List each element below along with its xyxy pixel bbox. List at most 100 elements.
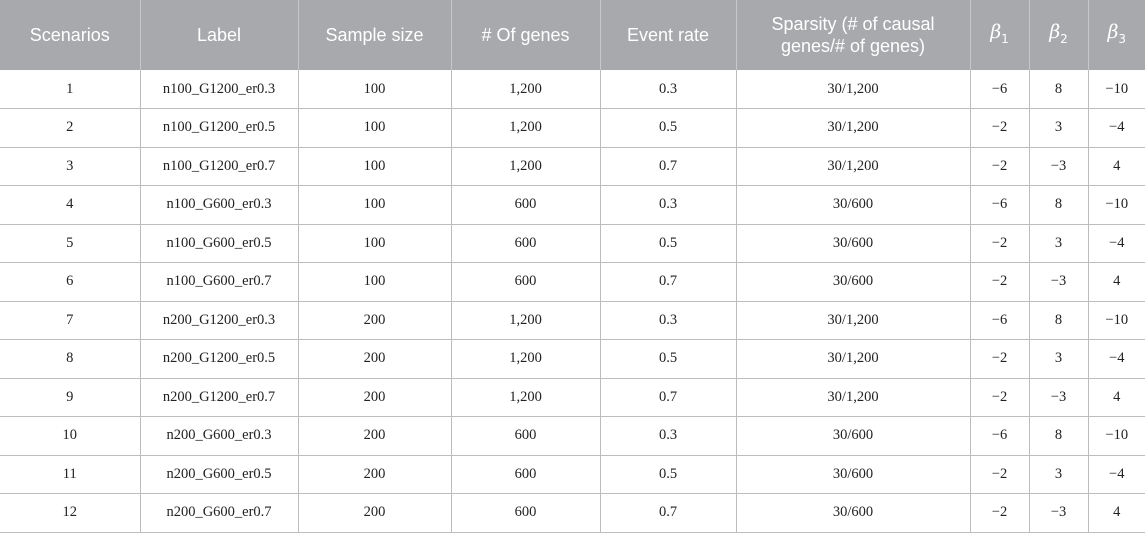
beta1-symbol: β (990, 20, 1002, 43)
table-row: 2 n100_G1200_er0.5 100 1,200 0.5 30/1,200 −2 3−… (0, 108, 1145, 148)
cell-num-genes: 1,200 (450, 339, 600, 379)
cell-scenario: 7 (0, 301, 140, 340)
cell-num-genes: 600 (450, 493, 600, 533)
cell-sample-size: 200 (297, 493, 451, 533)
cell-beta2: 3 (1028, 339, 1088, 379)
cell-sparsity: 30/1,200 (735, 339, 970, 379)
cell-scenario: 3 (0, 147, 140, 186)
cell-event-rate: 0.3 (599, 301, 736, 340)
header-beta3: β3 (1087, 0, 1145, 70)
cell-scenario: 10 (0, 416, 140, 456)
cell-beta1: −6 (969, 301, 1029, 340)
table-row: 9 n200_G1200_er0.7 200 1,200 0.7 30/1,200 −2 −3… (0, 378, 1145, 417)
cell-beta3: 4 (1087, 493, 1145, 533)
table-header: Scenarios Label Sample size # Of genes E… (0, 0, 1145, 70)
header-beta1: β1 (969, 0, 1029, 70)
cell-sample-size: 200 (297, 455, 451, 494)
cell-beta3: −10 (1087, 185, 1145, 225)
cell-label: n200_G1200_er0.7 (139, 378, 298, 417)
header-num-genes: # Of genes (450, 0, 600, 70)
cell-scenario: 11 (0, 455, 140, 494)
cell-event-rate: 0.5 (599, 339, 736, 379)
table-row: 1 n100_G1200_er0.3 100 1,200 0.3 30/1,200 −6 8−… (0, 70, 1145, 109)
header-beta2: β2 (1028, 0, 1088, 70)
cell-sample-size: 100 (297, 70, 451, 109)
cell-sparsity: 30/1,200 (735, 70, 970, 109)
cell-sparsity: 30/600 (735, 455, 970, 494)
cell-beta3: 4 (1087, 378, 1145, 417)
cell-sparsity: 30/600 (735, 185, 970, 225)
cell-beta1: −2 (969, 493, 1029, 533)
table-row: 10 n200_G600_er0.3 200 600 0.3 30/600 −6 8 −10 (0, 416, 1145, 456)
header-row: Scenarios Label Sample size # Of genes E… (0, 0, 1145, 70)
cell-beta1: −2 (969, 108, 1029, 148)
cell-beta3: 4 (1087, 147, 1145, 186)
table-row: 12 n200_G600_er0.7 200 600 0.7 30/600 −2 −3 4 (0, 493, 1145, 533)
cell-num-genes: 1,200 (450, 147, 600, 186)
table-row: 3 n100_G1200_er0.7 100 1,200 0.7 30/1,200 −2 −3… (0, 147, 1145, 186)
beta2-subscript: 2 (1060, 31, 1068, 46)
cell-num-genes: 600 (450, 224, 600, 263)
cell-sparsity: 30/600 (735, 224, 970, 263)
table-row: 11 n200_G600_er0.5 200 600 0.5 30/600 −2 3 −4 (0, 455, 1145, 494)
cell-num-genes: 1,200 (450, 70, 600, 109)
cell-sparsity: 30/600 (735, 493, 970, 533)
cell-sample-size: 100 (297, 108, 451, 148)
cell-scenario: 8 (0, 339, 140, 379)
table-row: 5 n100_G600_er0.5 100 600 0.5 30/600 −2 3 −4 (0, 224, 1145, 263)
cell-sample-size: 200 (297, 416, 451, 456)
cell-beta1: −2 (969, 262, 1029, 302)
beta3-subscript: 3 (1118, 31, 1127, 46)
cell-beta1: −6 (969, 185, 1029, 225)
cell-beta2: 8 (1028, 301, 1088, 340)
cell-event-rate: 0.3 (599, 185, 736, 225)
cell-beta1: −2 (969, 378, 1029, 417)
cell-beta2: −3 (1028, 147, 1088, 186)
table-row: 4 n100_G600_er0.3 100 600 0.3 30/600 −6 8 −10 (0, 185, 1145, 225)
cell-event-rate: 0.3 (599, 70, 736, 109)
cell-label: n100_G1200_er0.7 (139, 147, 298, 186)
cell-label: n200_G600_er0.3 (139, 416, 298, 456)
cell-beta2: −3 (1028, 493, 1088, 533)
cell-beta2: 3 (1028, 224, 1088, 263)
cell-event-rate: 0.7 (599, 262, 736, 302)
header-label: Label (139, 0, 298, 70)
header-sample-size: Sample size (297, 0, 451, 70)
cell-num-genes: 600 (450, 416, 600, 456)
cell-num-genes: 600 (450, 455, 600, 494)
cell-label: n200_G600_er0.7 (139, 493, 298, 533)
cell-beta3: −4 (1087, 455, 1145, 494)
cell-label: n100_G600_er0.3 (139, 185, 298, 225)
cell-event-rate: 0.5 (599, 455, 736, 494)
cell-beta2: −3 (1028, 378, 1088, 417)
header-event-rate: Event rate (599, 0, 736, 70)
cell-label: n100_G1200_er0.5 (139, 108, 298, 148)
cell-sparsity: 30/1,200 (735, 108, 970, 148)
header-sparsity: Sparsity (# of causal genes/# of genes) (735, 0, 970, 70)
cell-event-rate: 0.7 (599, 378, 736, 417)
cell-beta3: −10 (1087, 416, 1145, 456)
cell-sample-size: 100 (297, 147, 451, 186)
cell-num-genes: 600 (450, 185, 600, 225)
cell-beta3: −4 (1087, 224, 1145, 263)
cell-sample-size: 200 (297, 378, 451, 417)
cell-beta3: −10 (1087, 301, 1145, 340)
cell-beta3: −10 (1087, 70, 1145, 109)
table-row: 8 n200_G1200_er0.5 200 1,200 0.5 30/1,200 −2 3−… (0, 339, 1145, 379)
cell-scenario: 12 (0, 493, 140, 533)
cell-sparsity: 30/600 (735, 262, 970, 302)
cell-beta1: −6 (969, 416, 1029, 456)
cell-label: n200_G600_er0.5 (139, 455, 298, 494)
cell-sample-size: 200 (297, 339, 451, 379)
cell-label: n100_G600_er0.5 (139, 224, 298, 263)
cell-beta3: 4 (1087, 262, 1145, 302)
cell-scenario: 9 (0, 378, 140, 417)
cell-beta1: −2 (969, 455, 1029, 494)
cell-num-genes: 1,200 (450, 301, 600, 340)
cell-sparsity: 30/1,200 (735, 301, 970, 340)
cell-sparsity: 30/1,200 (735, 378, 970, 417)
table-body: 1 n100_G1200_er0.3 100 1,200 0.3 30/1,200 −6 8−… (0, 70, 1145, 533)
table-row: 6 n100_G600_er0.7 100 600 0.7 30/600 −2 −3 4 (0, 262, 1145, 302)
cell-beta3: −4 (1087, 339, 1145, 379)
